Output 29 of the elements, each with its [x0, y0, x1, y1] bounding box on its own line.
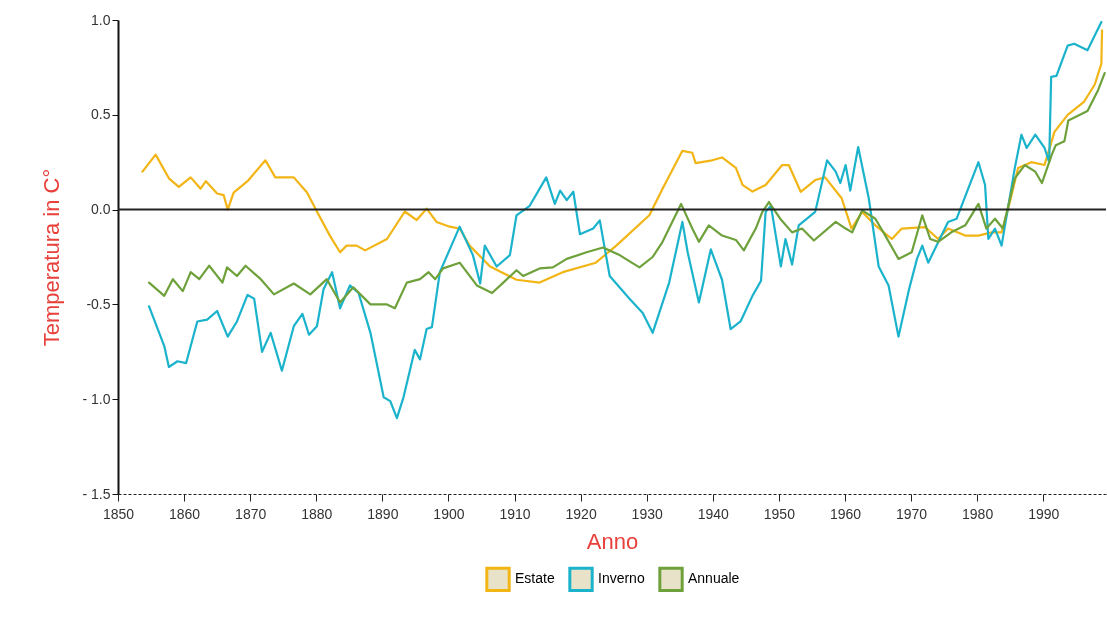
legend-label: Estate — [515, 570, 555, 587]
legend-label: Annuale — [688, 570, 740, 587]
x-tick-label: 1890 — [367, 505, 399, 522]
x-tick-label: 1980 — [962, 505, 994, 522]
x-tick-label: 1940 — [697, 505, 730, 522]
y-tick-label: -0.5 — [86, 295, 111, 312]
y-tick-label: - 1.0 — [82, 390, 111, 407]
x-axis-title: Anno — [586, 528, 639, 554]
x-tick-label: 1870 — [235, 505, 267, 522]
x-tick-label: 1860 — [169, 505, 201, 522]
x-tick-label: 1850 — [102, 505, 135, 522]
x-tick-label: 1900 — [433, 505, 465, 522]
x-tick-label: 1990 — [1028, 505, 1060, 522]
x-tick-label: 1970 — [895, 505, 928, 522]
y-tick-label: 0.0 — [91, 201, 111, 218]
legend-label: Inverno — [598, 570, 645, 587]
line-series — [147, 71, 1106, 310]
y-tick-label: - 1.5 — [82, 485, 111, 502]
y-axis-title: Temperatura in C° — [39, 168, 65, 347]
line-series — [147, 20, 1103, 420]
x-tick-label: 1910 — [499, 505, 531, 522]
x-tick-label: 1880 — [301, 505, 333, 522]
x-tick-label: 1920 — [565, 505, 597, 522]
x-tick-label: 1930 — [631, 505, 663, 522]
x-tick-label: 1950 — [763, 505, 796, 522]
y-tick-label: 0.5 — [91, 106, 111, 123]
line-series — [141, 29, 1104, 284]
y-tick-label: 1.0 — [91, 11, 111, 28]
x-tick-label: 1960 — [829, 505, 862, 522]
